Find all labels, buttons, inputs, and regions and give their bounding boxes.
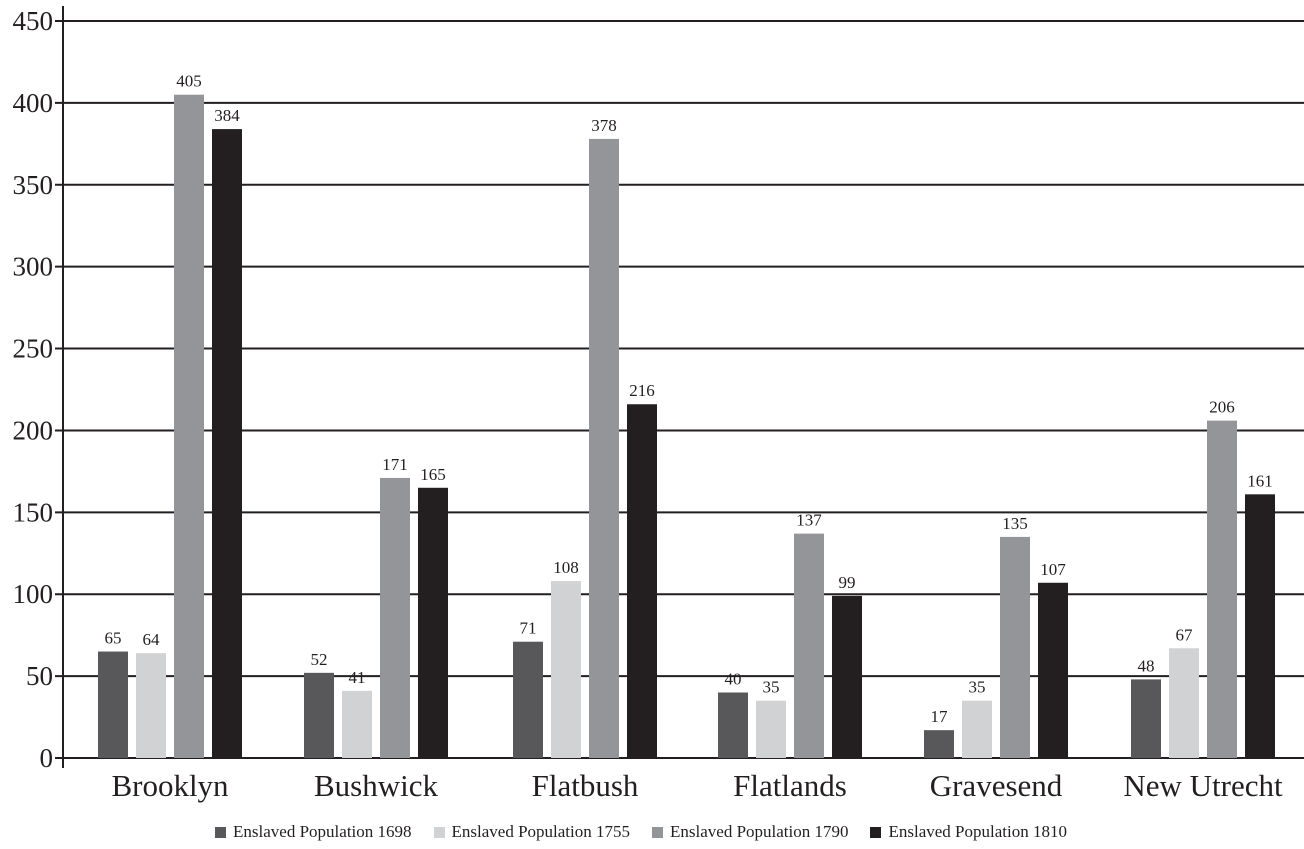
data-label: 35 (763, 678, 780, 697)
data-label: 165 (420, 465, 446, 484)
x-category-label: Gravesend (930, 768, 1063, 803)
x-category-label: Flatbush (532, 768, 639, 803)
bar-new-utrecht-1698 (1131, 679, 1161, 758)
bar-brooklyn-1698 (98, 651, 128, 758)
legend-swatch-icon (433, 826, 445, 838)
bar-flatlands-1810 (832, 595, 862, 758)
y-tick-label: 250 (13, 334, 54, 364)
data-label: 135 (1002, 514, 1028, 533)
bar-brooklyn-1790 (174, 94, 204, 758)
legend-label: Enslaved Population 1755 (451, 822, 630, 841)
legend-item: Enslaved Population 1810 (870, 822, 1067, 842)
legend-swatch-icon (870, 826, 882, 838)
bar-flatbush-1810 (627, 404, 657, 758)
legend: Enslaved Population 1698 Enslaved Populat… (0, 818, 1304, 846)
bars (98, 94, 1275, 759)
bar-flatbush-1755 (551, 581, 581, 758)
data-labels: 65 64 405 384 52 41 171 165 71 108 378 216 40 35 137 99… (105, 72, 1273, 726)
bar-new-utrecht-1790 (1207, 420, 1237, 758)
bar-flatbush-1698 (513, 641, 543, 758)
data-label: 405 (176, 72, 202, 91)
bar-brooklyn-1755 (136, 653, 166, 758)
data-label: 137 (796, 511, 822, 530)
gridlines (55, 20, 1304, 759)
data-label: 71 (520, 619, 537, 638)
legend-swatch-icon (652, 826, 663, 838)
data-label: 41 (349, 668, 366, 687)
legend-item: Enslaved Population 1790 (652, 822, 848, 842)
data-label: 99 (839, 573, 856, 592)
y-tick-label: 400 (13, 88, 54, 118)
legend-label: Enslaved Population 1790 (670, 822, 849, 841)
data-label: 40 (725, 669, 742, 688)
y-axis-ticks: 0 50 100 150 200 250 300 350 400 450 (13, 6, 54, 773)
bar-flatlands-1790 (794, 533, 824, 758)
data-label: 35 (969, 678, 986, 697)
legend-label: Enslaved Population 1698 (233, 822, 412, 841)
bar-flatlands-1698 (718, 692, 748, 758)
bar-bushwick-1698 (304, 672, 334, 758)
x-axis-labels: Brooklyn Bushwick Flatbush Flatlands Gravese… (111, 768, 1283, 803)
bar-new-utrecht-1810 (1245, 494, 1275, 758)
y-tick-label: 450 (13, 6, 54, 36)
bar-gravesend-1810 (1038, 582, 1068, 758)
data-label: 171 (382, 455, 408, 474)
data-label: 17 (931, 707, 949, 726)
legend-item: Enslaved Population 1698 (215, 822, 412, 842)
data-label: 64 (143, 630, 161, 649)
bar-brooklyn-1810 (212, 129, 242, 759)
bar-flatlands-1755 (756, 700, 786, 758)
x-category-label: Flatlands (733, 768, 847, 803)
y-tick-label: 350 (13, 170, 54, 200)
y-tick-label: 50 (26, 661, 53, 691)
data-label: 216 (629, 381, 655, 400)
bar-bushwick-1755 (342, 690, 372, 758)
y-tick-label: 0 (40, 743, 54, 773)
bar-bushwick-1790 (380, 477, 410, 758)
bar-gravesend-1755 (962, 700, 992, 758)
bar-new-utrecht-1755 (1169, 648, 1199, 758)
data-label: 384 (214, 106, 240, 125)
data-label: 48 (1138, 656, 1155, 675)
data-label: 65 (105, 629, 122, 648)
bar-gravesend-1698 (924, 730, 954, 758)
x-category-label: Brooklyn (111, 768, 229, 803)
y-tick-label: 150 (13, 497, 54, 527)
y-tick-label: 300 (13, 252, 54, 282)
legend-swatch-icon (215, 826, 227, 838)
bar-flatbush-1790 (589, 138, 619, 759)
legend-label: Enslaved Population 1810 (888, 822, 1067, 841)
y-tick-label: 200 (13, 415, 54, 445)
data-label: 108 (553, 558, 579, 577)
data-label: 206 (1209, 398, 1235, 417)
legend-item: Enslaved Population 1755 (433, 822, 630, 842)
data-label: 161 (1247, 471, 1273, 490)
data-label: 107 (1040, 560, 1066, 579)
data-label: 378 (591, 116, 617, 135)
x-category-label: Bushwick (314, 768, 439, 803)
bar-bushwick-1810 (418, 487, 448, 758)
data-label: 67 (1176, 625, 1194, 644)
y-tick-label: 100 (13, 579, 54, 609)
bar-gravesend-1790 (1000, 536, 1030, 758)
data-label: 52 (311, 650, 328, 669)
x-category-label: New Utrecht (1123, 768, 1283, 803)
